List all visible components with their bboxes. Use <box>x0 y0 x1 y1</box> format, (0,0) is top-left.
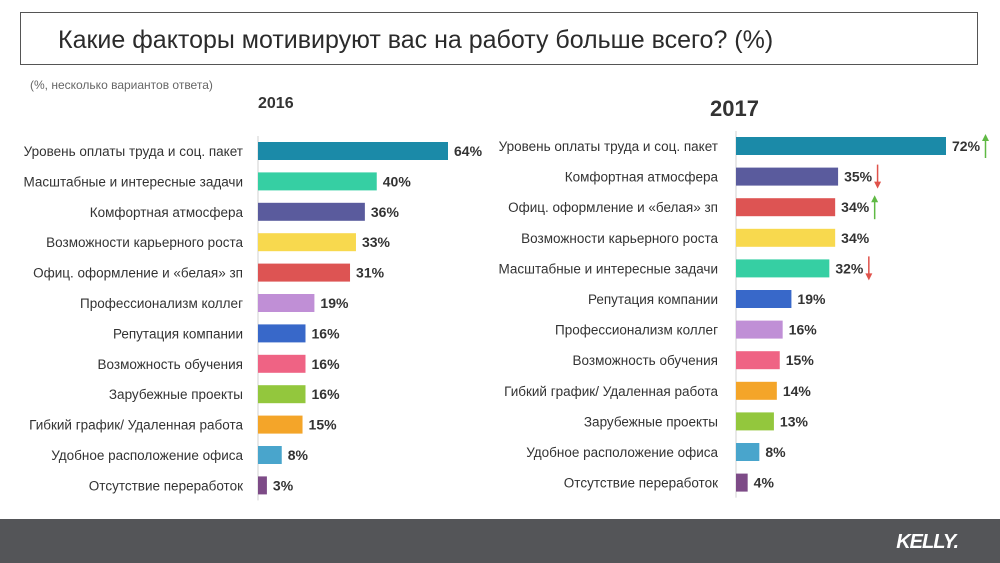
chart-2016-bar <box>258 415 303 434</box>
chart-2017-value-label: 35% <box>844 169 873 185</box>
chart-2016-bar <box>258 233 356 252</box>
chart-2016-value-label: 3% <box>273 477 294 493</box>
chart-2017-category-label: Гибкий график/ Удаленная работа <box>504 384 718 399</box>
chart-2016-bar <box>258 446 282 464</box>
chart-2017-category-label: Зарубежные проекты <box>584 414 718 429</box>
chart-2016-category-label: Репутация компании <box>113 326 243 341</box>
chart-2016-value-label: 19% <box>320 295 349 311</box>
chart-2016-bar <box>258 263 351 282</box>
chart-2017-category-label: Офиц. оформление и «белая» зп <box>508 200 718 215</box>
kelly-logo: KELLY. <box>896 531 959 553</box>
chart-2017-value-label: 19% <box>797 291 826 307</box>
chart-2016-bar <box>258 202 365 221</box>
chart-2017-value-label: 4% <box>754 475 775 491</box>
chart-2016-category-label: Возможности карьерного роста <box>46 235 243 250</box>
chart-2017-category-label: Репутация компании <box>588 292 718 307</box>
chart-2016-value-label: 36% <box>371 204 400 220</box>
chart-2017-value-label: 15% <box>786 352 815 368</box>
chart-2017-value-label: 13% <box>780 413 809 429</box>
chart-2016-value-label: 64% <box>454 143 483 159</box>
chart-2017-category-label: Уровень оплаты труда и соц. пакет <box>499 139 718 154</box>
arrow-down-icon <box>874 164 882 189</box>
chart-2016-category-label: Масштабные и интересные задачи <box>23 174 243 189</box>
chart-2016-category-label: Офиц. оформление и «белая» зп <box>33 266 243 281</box>
chart-2016-category-label: Уровень оплаты труда и соц. пакет <box>24 144 243 159</box>
chart-2017-category-label: Возможности карьерного роста <box>521 231 718 246</box>
chart-2016-category-label: Гибкий график/ Удаленная работа <box>29 418 243 433</box>
chart-2017-bar <box>736 167 839 186</box>
chart-2017-category-label: Отсутствие переработок <box>564 476 718 491</box>
chart-2016-title: 2016 <box>258 95 294 112</box>
footer-bar: KELLY. <box>0 519 1000 563</box>
chart-2016-category-label: Зарубежные проекты <box>109 387 243 402</box>
page-title: Какие факторы мотивируют вас на работу б… <box>58 26 774 54</box>
arrow-up-icon <box>871 195 879 220</box>
chart-2017-bar <box>736 290 792 308</box>
chart-2016-value-label: 16% <box>312 325 341 341</box>
chart-2017-bar <box>736 320 783 339</box>
chart-2017-category-label: Профессионализм коллег <box>555 323 718 338</box>
chart-2017-value-label: 16% <box>789 322 818 338</box>
chart-2017-bar <box>736 198 836 217</box>
chart-2016-value-label: 8% <box>288 447 309 463</box>
chart-2016-category-label: Отсутствие переработок <box>89 478 243 493</box>
chart-2017-bar <box>736 473 748 492</box>
chart-2016-bar <box>258 476 267 495</box>
chart-2016-category-label: Возможность обучения <box>98 357 243 372</box>
chart-2016-bar <box>258 294 315 312</box>
chart-2016-category-label: Комфортная атмосфера <box>90 205 244 220</box>
chart-2016-bar <box>258 142 448 160</box>
chart-2017-bar <box>736 412 774 431</box>
chart-2016-value-label: 16% <box>312 356 341 372</box>
chart-2016-value-label: 15% <box>309 417 338 433</box>
chart-2016-category-label: Профессионализм коллег <box>80 296 243 311</box>
chart-2016-value-label: 40% <box>383 173 412 189</box>
chart-2017-value-label: 32% <box>835 260 864 276</box>
chart-2017-bar <box>736 259 830 278</box>
chart-2017-bar <box>736 381 777 400</box>
chart-2016-bar <box>258 354 306 373</box>
chart-2017-category-label: Возможность обучения <box>573 353 718 368</box>
chart-2016-value-label: 16% <box>312 386 341 402</box>
chart-2017-category-label: Масштабные и интересные задачи <box>498 261 718 276</box>
chart-2016-value-label: 31% <box>356 265 385 281</box>
chart-2016-bar <box>258 385 306 404</box>
chart-2016-bar <box>258 172 377 191</box>
chart-2017-value-label: 8% <box>765 444 786 460</box>
chart-2017-value-label: 34% <box>841 230 870 246</box>
chart-2017-bar <box>736 443 760 461</box>
chart-2017-value-label: 14% <box>783 383 812 399</box>
chart-2017-bar <box>736 137 946 155</box>
chart-2016-category-label: Удобное расположение офиса <box>51 448 243 463</box>
title-box: Какие факторы мотивируют вас на работу б… <box>20 12 978 65</box>
chart-2017-bar <box>736 351 780 370</box>
arrow-up-icon <box>982 134 989 158</box>
chart-2017-bar <box>736 228 836 247</box>
chart-2017-category-label: Удобное расположение офиса <box>526 445 718 460</box>
chart-2017-title: 2017 <box>710 96 759 121</box>
bar-charts: Уровень оплаты труда и соц. пакет 64% Масш… <box>23 131 989 501</box>
arrow-down-icon <box>865 256 873 281</box>
chart-2016-bar <box>258 324 306 343</box>
chart-2017-value-label: 72% <box>952 138 981 154</box>
chart-2017-category-label: Комфортная атмосфера <box>565 170 719 185</box>
subtitle: (%, несколько вариантов ответа) <box>30 78 213 92</box>
chart-2016-value-label: 33% <box>362 234 391 250</box>
chart-2017-value-label: 34% <box>841 199 870 215</box>
